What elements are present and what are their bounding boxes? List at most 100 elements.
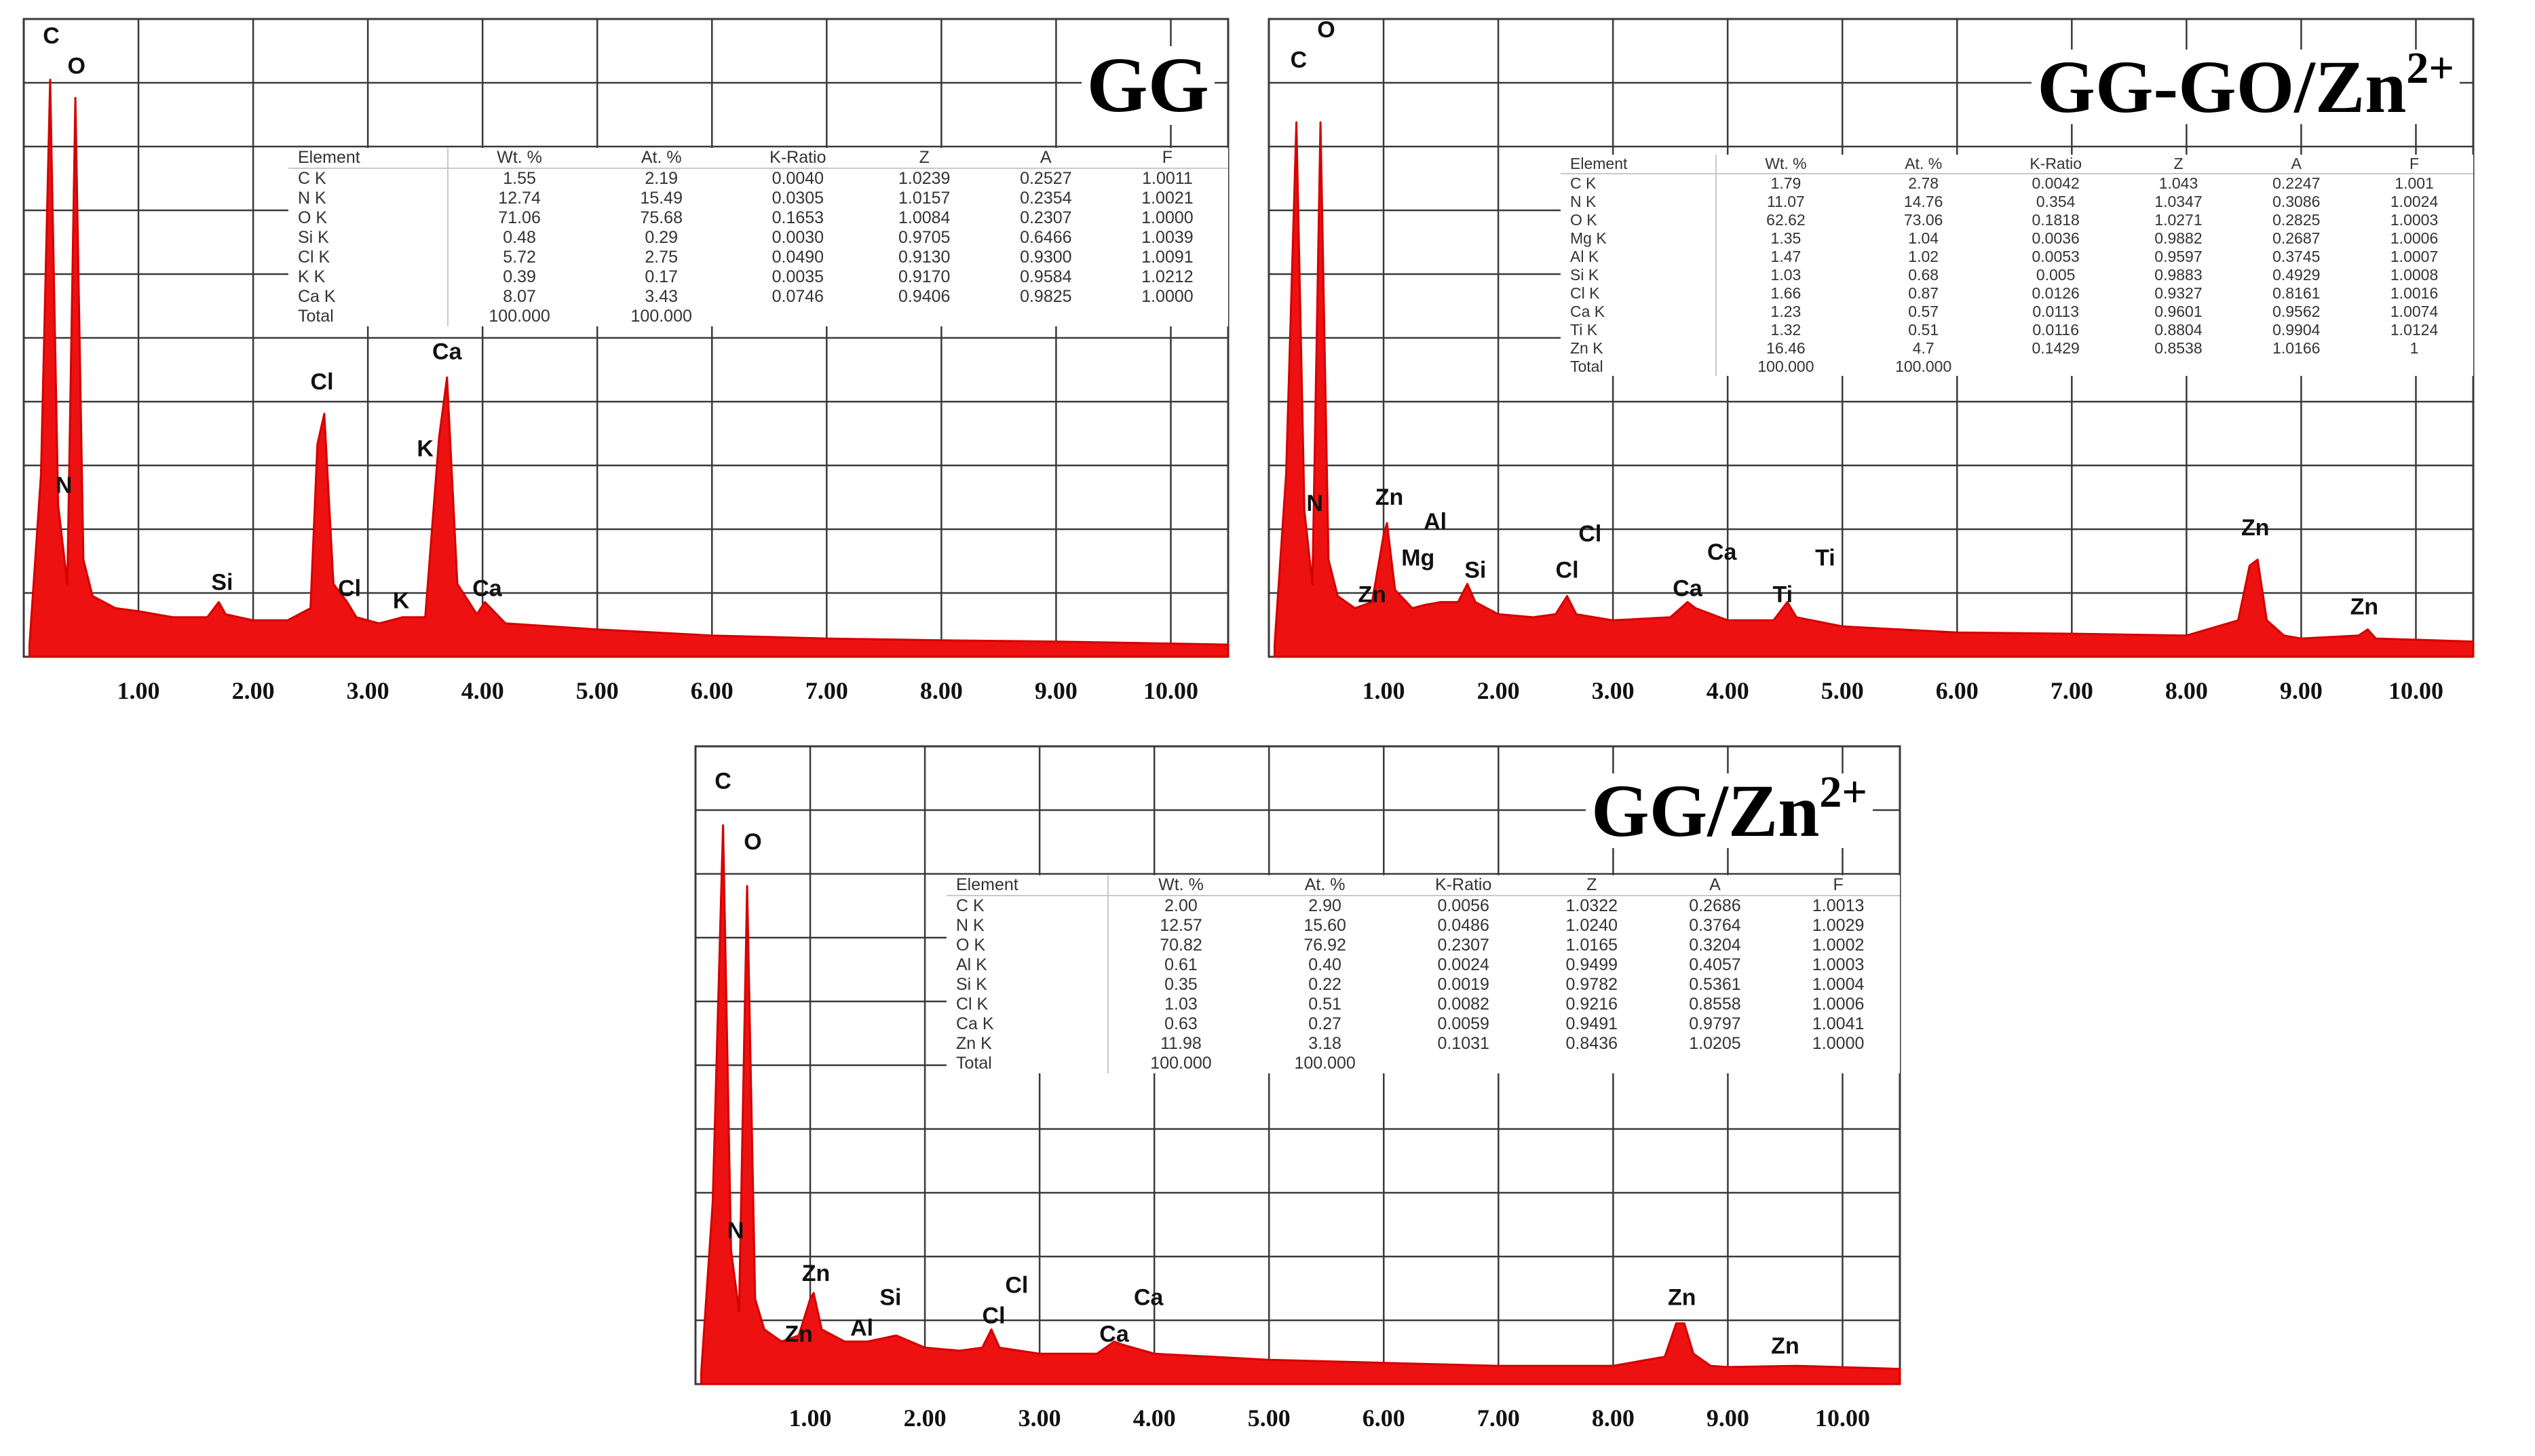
table-cell: 1.0074 (2390, 303, 2439, 320)
table-cell: 0.0113 (2032, 303, 2079, 320)
table-cell: 0.0305 (771, 189, 824, 208)
table-cell: 1.0004 (1812, 975, 1865, 994)
table-cell (1396, 1054, 1530, 1073)
table-header-cell: A (985, 148, 1107, 169)
table-cell: Al K (1561, 248, 1717, 266)
table-cell: Zn K (1561, 339, 1717, 358)
x-tick-label: 9.00 (1707, 1404, 1749, 1432)
table-cell: 0.0024 (1437, 955, 1489, 974)
table-cell: 5.72 (503, 248, 536, 267)
table-cell: 0.0082 (1437, 995, 1489, 1014)
spectrum-series (28, 79, 1230, 658)
table-cell: 0.4929 (2272, 266, 2321, 284)
table-cell: 1.0013 (1812, 896, 1865, 915)
x-tick-label: 3.00 (347, 677, 389, 704)
x-tick-label: 9.00 (2280, 677, 2323, 704)
table-cell: 1.03 (1164, 995, 1198, 1014)
table-header-cell: A (2237, 155, 2356, 174)
table-cell: 1.0007 (2390, 248, 2439, 265)
table-header-cell: Wt. % (1716, 155, 1855, 174)
table-cell: 16.46 (1766, 339, 1806, 357)
table-cell: 73.06 (1903, 211, 1943, 229)
table-cell: 0.9705 (898, 228, 951, 247)
peak-label: Ca (1099, 1321, 1130, 1347)
table-header-cell: Element (288, 148, 449, 169)
table-cell: 8.07 (503, 287, 536, 306)
table-cell: 0.0116 (2032, 321, 2079, 339)
table-cell: Cl K (947, 995, 1109, 1014)
table-cell: 0.0030 (771, 228, 824, 247)
table-header-cell: Z (1529, 875, 1654, 896)
table-cell: 0.3086 (2272, 193, 2321, 210)
table-cell: 1.04 (1908, 229, 1939, 247)
table-cell: Cl K (288, 248, 449, 267)
table-cell: 62.62 (1766, 211, 1806, 229)
table-cell: 0.8161 (2272, 284, 2321, 302)
table-cell: 0.9327 (2154, 284, 2203, 302)
table-cell: 1.0000 (1141, 208, 1194, 227)
table-row: Ti K 1.32 0.51 0.0116 0.8804 0.9904 1.0124 (1561, 321, 2473, 339)
table-cell (864, 307, 985, 326)
peak-label: Zn (1375, 484, 1404, 510)
x-tick-label: 9.00 (1035, 677, 1078, 704)
table-cell: 0.6466 (1020, 228, 1072, 247)
table-cell: 100.000 (1150, 1054, 1212, 1073)
table-cell: 1.79 (1770, 174, 1802, 192)
table-row: Total 100.000 100.000 (1561, 358, 2473, 376)
table-cell: 0.87 (1908, 284, 1939, 302)
table-cell: N K (1561, 193, 1717, 211)
x-tick-label: 6.00 (1362, 1404, 1405, 1432)
peak-label: K (417, 436, 434, 462)
table-header-cell: Z (2119, 155, 2238, 174)
table-header-cell: Element (1561, 155, 1717, 174)
table-cell: 1.32 (1770, 321, 1802, 339)
table-header-cell: K-Ratio (731, 148, 864, 169)
table-header-cell: K-Ratio (1396, 875, 1530, 896)
table-cell: 0.0035 (771, 267, 824, 286)
table-cell: 0.0490 (771, 248, 824, 267)
table-cell: 0.0126 (2032, 284, 2080, 302)
table-cell: 0.27 (1308, 1014, 1341, 1033)
spectrum-panel-gg-go-zn: O C N Zn Zn Al Mg Si Cl Cl Ca Ca Ti Ti Zn Zn 1.00 2.00 3.0… (1268, 17, 2475, 725)
peak-label: Ti (1773, 581, 1793, 607)
table-cell: 0.17 (645, 267, 679, 286)
table-cell: 0.2354 (1020, 189, 1072, 208)
table-cell: 1.0002 (1812, 936, 1865, 955)
table-cell: 1.0124 (2390, 321, 2439, 339)
x-tick-label: 4.00 (461, 677, 504, 704)
table-cell: 1.0011 (1142, 169, 1193, 188)
table-cell: 1.0165 (1565, 936, 1618, 955)
x-tick-label: 5.00 (1821, 677, 1864, 704)
table-cell: 1.0157 (898, 189, 951, 208)
x-tick-label: 4.00 (1707, 677, 1749, 704)
table-cell: 14.76 (1903, 193, 1943, 210)
table-cell: 100.000 (1895, 358, 1952, 375)
table-cell: 0.2307 (1020, 208, 1072, 227)
spectrum-panel-gg-zn: C O N Zn Zn Si Al Cl Cl Ca Ca Zn Zn 1.00 2.00 3.00 4.00 5… (694, 745, 1901, 1452)
table-cell: 0.9562 (2272, 303, 2321, 320)
table-cell: 0.8436 (1565, 1034, 1618, 1053)
peak-label: Si (211, 570, 233, 596)
x-tick-label: 3.00 (1592, 677, 1635, 704)
table-row: Zn K 11.98 3.18 0.1031 0.8436 1.0205 1.0000 (947, 1034, 1900, 1054)
table-cell: Si K (1561, 266, 1717, 284)
table-cell (1107, 307, 1228, 326)
table-cell: Si K (947, 975, 1109, 995)
table-row: Cl K 1.66 0.87 0.0126 0.9327 0.8161 1.0016 (1561, 284, 2473, 303)
table-header-cell: At. % (1253, 875, 1397, 896)
peak-label: Cl (338, 575, 361, 601)
x-tick-label: 8.00 (920, 677, 963, 704)
table-cell: 100.000 (1757, 358, 1814, 375)
table-header-cell: K-Ratio (1991, 155, 2120, 174)
table-cell: 1.0008 (2390, 266, 2439, 284)
peak-label: K (393, 588, 410, 613)
table-cell: 1.0347 (2154, 193, 2203, 210)
table-cell: O K (947, 936, 1109, 955)
table-cell: K K (288, 267, 449, 287)
table-cell (1776, 1054, 1900, 1073)
table-cell: 1.0091 (1141, 248, 1194, 267)
table-cell: 1.001 (2395, 174, 2434, 192)
peak-label: N (727, 1218, 744, 1244)
table-cell: 11.98 (1160, 1034, 1202, 1053)
